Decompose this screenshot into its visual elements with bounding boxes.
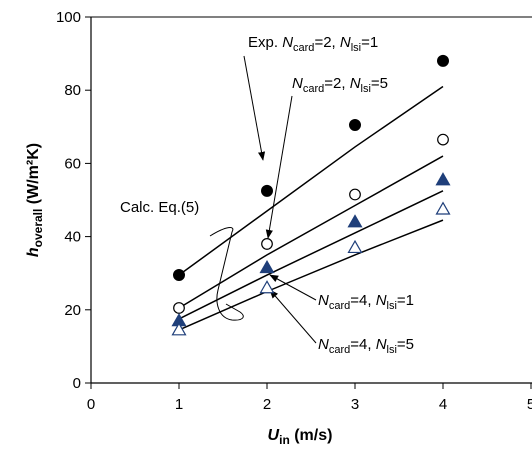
- x-axis-title-part: U: [268, 427, 280, 444]
- y-axis-title-part: (W/m²K): [25, 143, 42, 209]
- calc-eq5-bracket: [209, 227, 244, 321]
- annotation-label-3: Calc. Eq.(5): [120, 199, 199, 216]
- callout-arrow-ncard4-nlsi1: [269, 274, 317, 301]
- data-point-filled-circle: [349, 118, 361, 131]
- data-point-open-circle: [437, 133, 449, 146]
- x-axis-title-part: in: [279, 433, 290, 447]
- y-tick-label: 60: [64, 155, 81, 172]
- annotation-part: card: [293, 42, 314, 54]
- annotation-part: lsi: [387, 344, 397, 356]
- annotation-label-5: Ncard=4, Nlsi=5: [318, 336, 414, 356]
- x-tick-label: 1: [175, 396, 183, 413]
- annotation-part: =2,: [324, 75, 349, 92]
- fit-lines: [178, 85, 444, 331]
- callout-arrows: [209, 55, 317, 344]
- annotation-label-4: Ncard=4, Nlsi=1: [318, 292, 414, 312]
- annotation-part: N: [292, 75, 303, 92]
- axis-ticks: 0 20 40 60 80 100 0 1 2 3 4 5: [56, 9, 532, 413]
- annotation-part: =5: [371, 75, 388, 92]
- annotation-part: =2,: [314, 34, 339, 51]
- plot-area: [90, 16, 532, 384]
- x-axis-title-part: (m/s): [290, 427, 333, 444]
- y-tick-label: 0: [73, 375, 81, 392]
- y-tick-label: 20: [64, 302, 81, 319]
- annotation-label-1: Exp. Ncard=2, Nlsi=1: [248, 34, 378, 54]
- annotation-part: =4,: [350, 336, 375, 353]
- x-tick-label: 5: [527, 396, 532, 413]
- annotation-part: Exp.: [248, 34, 282, 51]
- annotation-part: lsi: [387, 300, 397, 312]
- x-tick-label: 0: [87, 396, 95, 413]
- annotation-part: card: [329, 300, 350, 312]
- data-point-filled-circle: [437, 54, 449, 67]
- callout-arrow-ncard2-nlsi5: [265, 95, 293, 239]
- annotation-part: lsi: [351, 42, 361, 54]
- annotation-part: =1: [361, 34, 378, 51]
- x-axis-title: Uin (m/s): [268, 427, 333, 447]
- annotation-label-2: Ncard=2, Nlsi=5: [292, 75, 388, 95]
- data-point-filled-circle: [261, 184, 273, 197]
- y-tick-label: 100: [56, 9, 81, 26]
- y-tick-label: 40: [64, 229, 81, 246]
- y-axis-title-part: overall: [31, 209, 45, 248]
- y-tick-label: 80: [64, 82, 81, 99]
- annotation-part: card: [329, 344, 350, 356]
- fit-line-series-1: [178, 85, 444, 276]
- annotation-part: N: [376, 336, 387, 353]
- y-axis-title: hoverall (W/m²K): [25, 143, 45, 257]
- x-tick-label: 4: [439, 396, 447, 413]
- fit-line-series-4: [178, 219, 444, 331]
- data-point-open-triangle: [347, 239, 363, 254]
- y-axis-title-part: h: [25, 247, 42, 257]
- x-tick-label: 2: [263, 396, 271, 413]
- x-tick-label: 3: [351, 396, 359, 413]
- annotation-part: N: [318, 336, 329, 353]
- fit-line-series-2: [178, 155, 444, 309]
- annotation-part: N: [282, 34, 293, 51]
- annotation-part: N: [340, 34, 351, 51]
- annotation-part: Calc. Eq.(5): [120, 199, 199, 216]
- data-point-open-triangle: [259, 280, 275, 294]
- data-point-open-triangle: [435, 201, 451, 215]
- callout-arrow-exp-ncard2-nlsi1: [243, 55, 266, 161]
- data-point-filled-circle: [173, 269, 185, 282]
- annotation-part: N: [376, 292, 387, 309]
- data-point-open-circle: [349, 188, 361, 201]
- fit-line-series-3: [178, 190, 444, 320]
- annotation-part: card: [303, 83, 324, 95]
- data-point-filled-triangle: [435, 172, 451, 186]
- data-point-open-circle: [173, 302, 185, 314]
- annotation-part: N: [350, 75, 361, 92]
- annotation-part: lsi: [361, 83, 371, 95]
- annotation-part: =1: [397, 292, 414, 309]
- annotation-part: N: [318, 292, 329, 309]
- callout-arrow-ncard4-nlsi5: [269, 289, 317, 344]
- data-point-filled-triangle: [259, 260, 275, 274]
- annotation-part: =5: [397, 336, 414, 353]
- data-markers: [171, 54, 451, 336]
- data-point-open-triangle: [171, 322, 187, 336]
- data-point-filled-triangle: [347, 214, 363, 228]
- data-point-open-circle: [261, 238, 273, 250]
- annotation-part: =4,: [350, 292, 375, 309]
- axis-titles: Uin (m/s) hoverall (W/m²K): [25, 143, 332, 447]
